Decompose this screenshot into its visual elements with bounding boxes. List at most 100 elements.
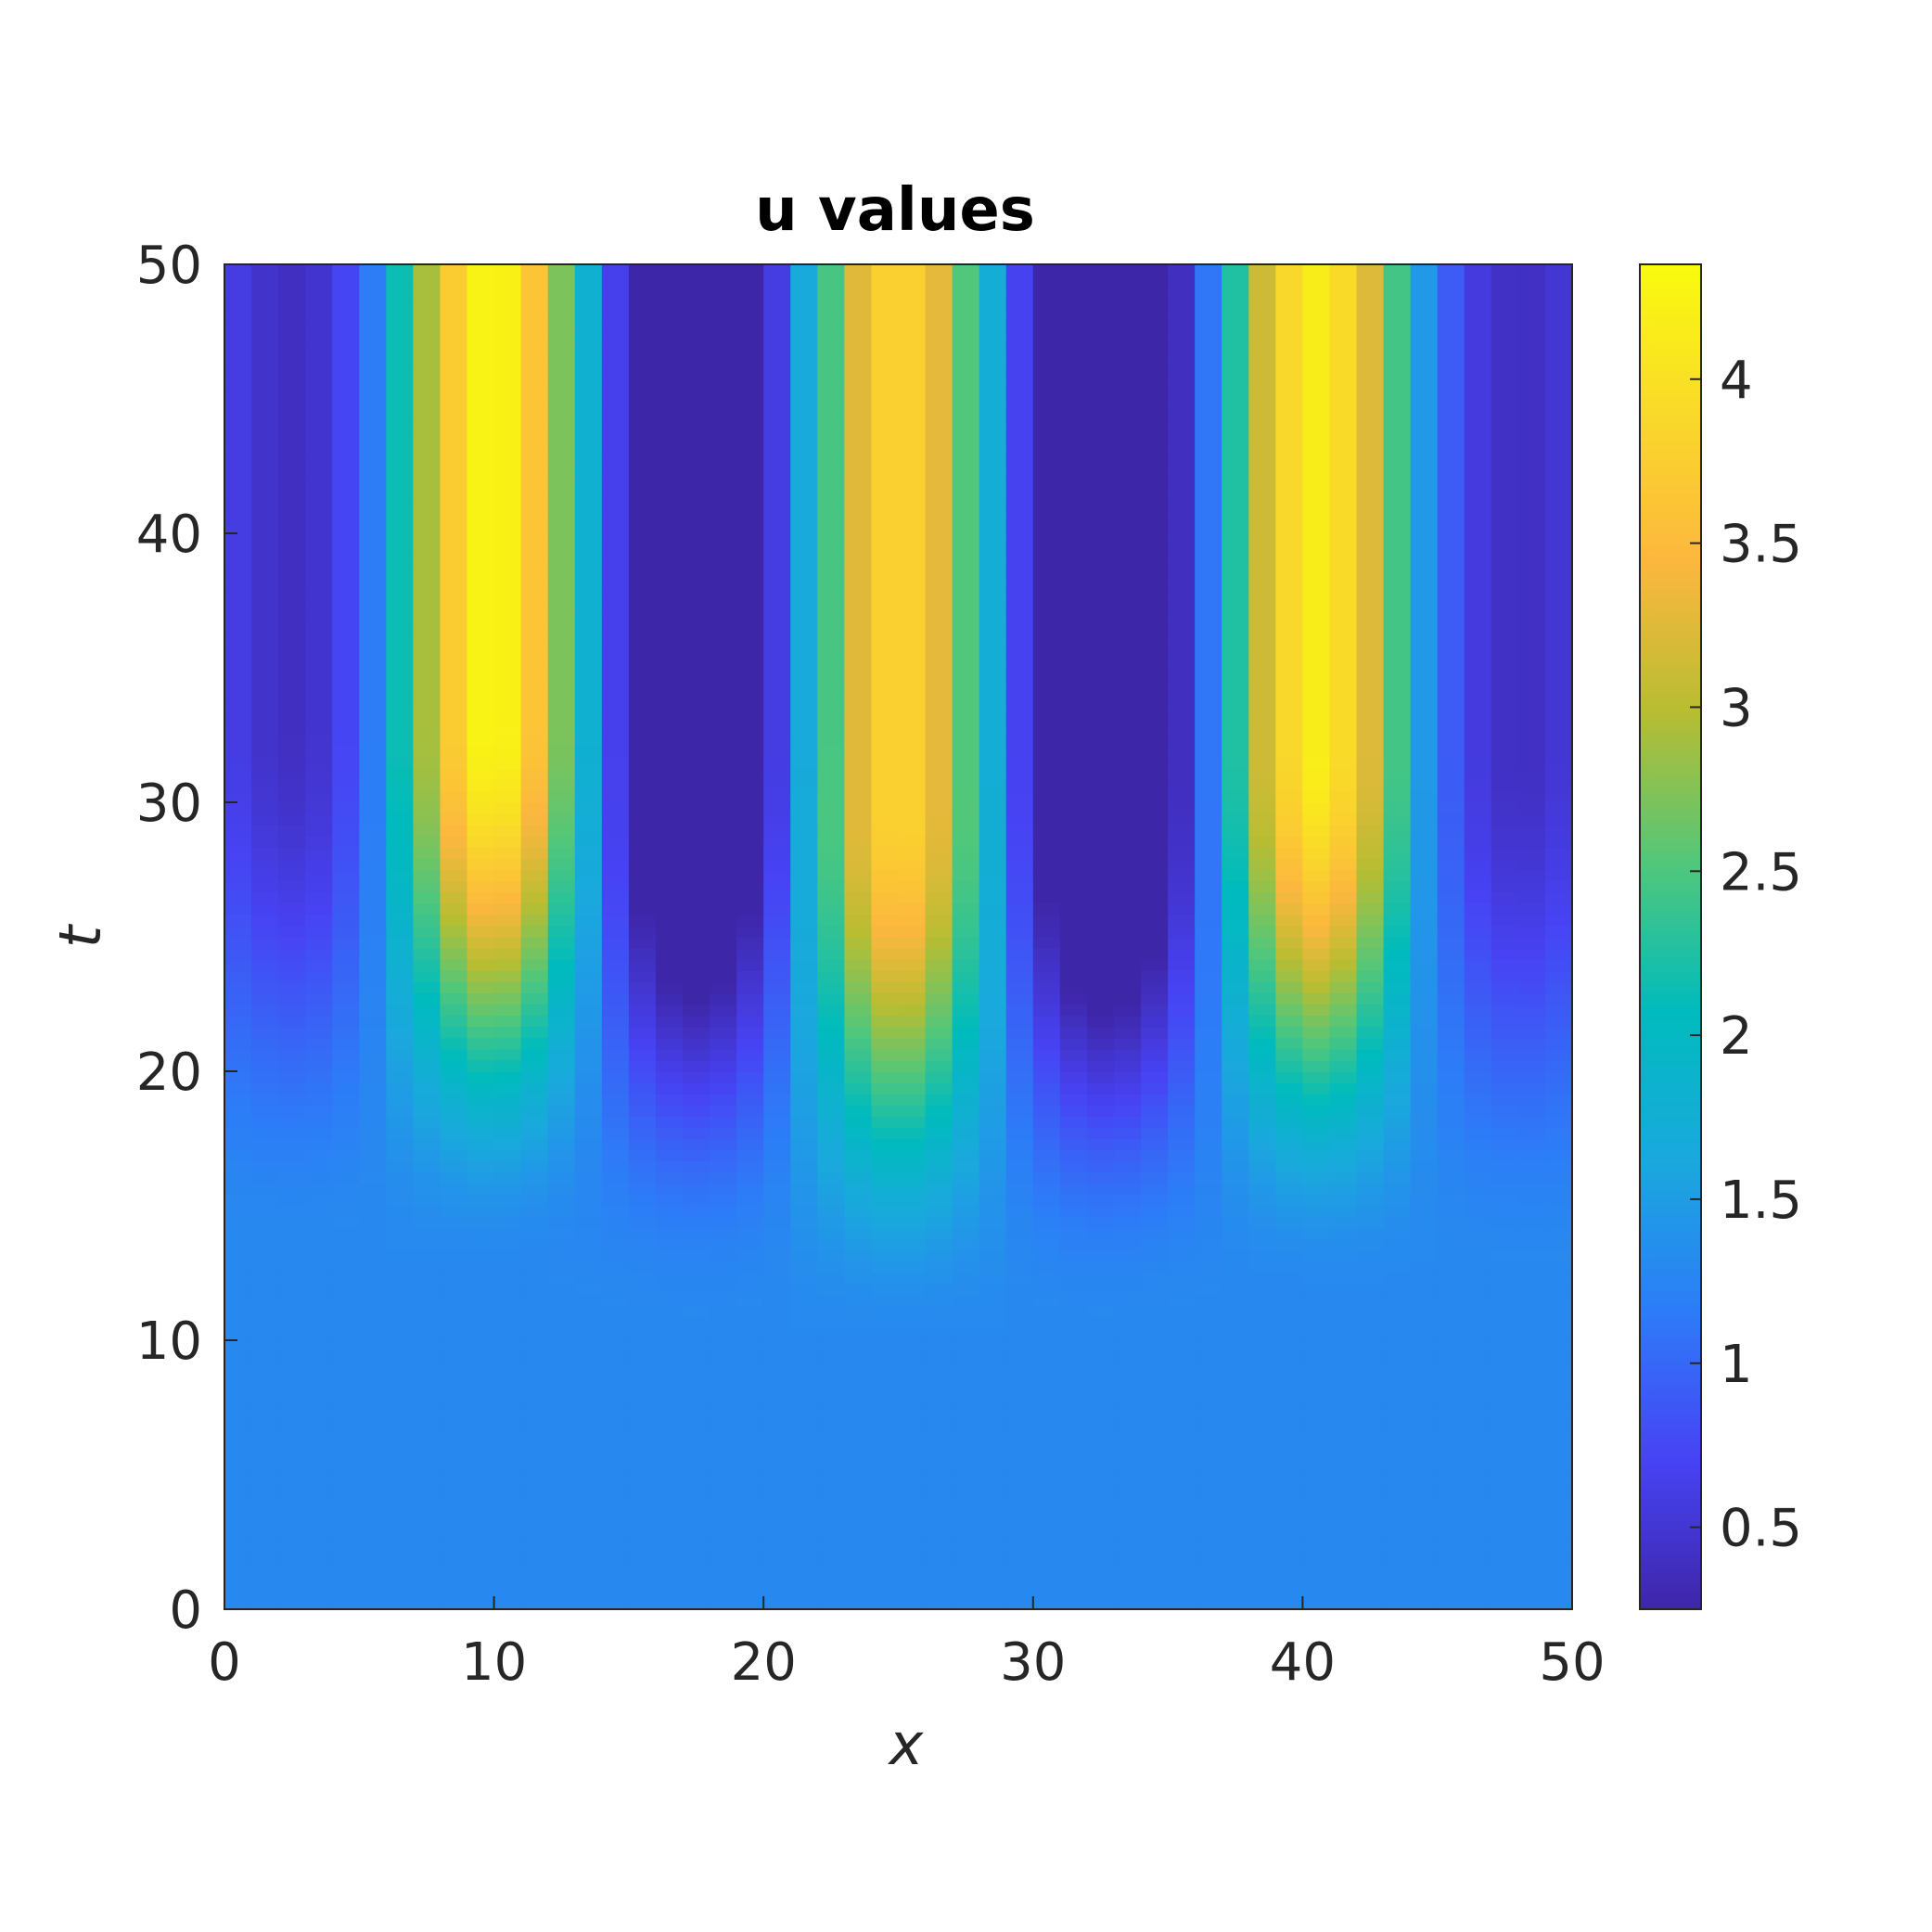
heatmap-cell: [386, 533, 415, 545]
heatmap-cell: [224, 421, 252, 433]
heatmap-cell: [1168, 1374, 1196, 1386]
heatmap-cell: [547, 1328, 576, 1341]
heatmap-cell: [844, 443, 873, 456]
heatmap-cell: [251, 1094, 279, 1106]
heatmap-cell: [574, 1340, 603, 1352]
heatmap-cell: [332, 1586, 360, 1599]
heatmap-cell: [628, 1530, 657, 1543]
heatmap-cell: [871, 1004, 900, 1017]
heatmap-cell: [1141, 1082, 1169, 1094]
heatmap-cell: [1222, 970, 1249, 982]
heatmap-cell: [493, 589, 522, 602]
heatmap-cell: [1032, 1127, 1061, 1140]
heatmap-cell: [1329, 1250, 1358, 1263]
heatmap-cell: [844, 992, 873, 1005]
heatmap-cell: [305, 959, 333, 971]
heatmap-cell: [278, 544, 306, 557]
heatmap-cell: [925, 1160, 953, 1173]
heatmap-cell: [1302, 880, 1331, 893]
heatmap-cell: [1302, 544, 1331, 557]
heatmap-cell: [493, 1194, 522, 1207]
heatmap-cell: [683, 1396, 710, 1409]
heatmap-cell: [683, 287, 710, 299]
heatmap-cell: [763, 567, 791, 579]
heatmap-cell: [898, 1486, 927, 1498]
heatmap-cell: [224, 1004, 252, 1017]
heatmap-cell: [628, 1228, 657, 1240]
heatmap-cell: [251, 353, 279, 366]
heatmap-cell: [628, 1206, 657, 1218]
heatmap-cell: [1329, 1295, 1358, 1308]
heatmap-cell: [1302, 1374, 1331, 1386]
heatmap-cell: [574, 477, 603, 490]
heatmap-cell: [1302, 387, 1331, 400]
heatmap-cell: [844, 1317, 873, 1330]
heatmap-cell: [925, 1228, 953, 1240]
heatmap-cell: [224, 432, 252, 444]
heatmap-cell: [790, 410, 818, 422]
heatmap-cell: [440, 466, 468, 479]
heatmap-cell: [979, 1429, 1007, 1442]
heatmap-cell: [574, 645, 603, 658]
heatmap-cell: [763, 287, 791, 299]
heatmap-cell: [952, 701, 980, 713]
heatmap-cell: [736, 1037, 764, 1050]
heatmap-cell: [710, 1228, 737, 1240]
heatmap-cell: [710, 902, 737, 915]
heatmap-cell: [1302, 836, 1331, 848]
heatmap-cell: [601, 544, 630, 557]
heatmap-cell: [952, 1429, 980, 1442]
heatmap-cell: [925, 1138, 953, 1151]
heatmap-cell: [278, 1048, 306, 1061]
heatmap-cell: [1141, 1328, 1169, 1341]
heatmap-cell: [332, 712, 360, 725]
heatmap-cell: [925, 466, 953, 479]
heatmap-cell: [1275, 309, 1303, 322]
heatmap-cell: [520, 1194, 549, 1207]
heatmap-cell: [251, 432, 279, 444]
heatmap-cell: [1195, 712, 1222, 725]
heatmap-cell: [790, 1037, 818, 1050]
heatmap-cell: [332, 746, 360, 759]
heatmap-cell: [817, 1284, 845, 1297]
heatmap-cell: [655, 1015, 684, 1028]
heatmap-cell: [1141, 589, 1169, 602]
heatmap-cell: [655, 1138, 684, 1151]
heatmap-cell: [1032, 1328, 1061, 1341]
heatmap-cell: [224, 779, 252, 792]
heatmap-cell: [871, 477, 900, 490]
heatmap-cell: [1302, 488, 1331, 501]
heatmap-cell: [1248, 1239, 1276, 1251]
heatmap-cell: [628, 656, 657, 669]
heatmap-cell: [710, 813, 737, 825]
heatmap-cell: [1086, 1037, 1115, 1050]
heatmap-cell: [736, 869, 764, 882]
heatmap-cell: [1275, 1194, 1303, 1207]
heatmap-cell: [1168, 902, 1196, 915]
heatmap-cell: [440, 1284, 468, 1297]
heatmap-cell: [655, 1407, 684, 1420]
heatmap-cell: [278, 556, 306, 568]
heatmap-cell: [386, 1094, 415, 1106]
heatmap-cell: [305, 825, 333, 837]
heatmap-cell: [871, 410, 900, 422]
heatmap-cell: [1302, 1440, 1331, 1453]
heatmap-cell: [332, 1059, 360, 1072]
heatmap-cell: [817, 600, 845, 613]
heatmap-cell: [386, 287, 415, 299]
heatmap-cell: [386, 645, 415, 658]
heatmap-cell: [1275, 656, 1303, 669]
heatmap-cell: [871, 264, 900, 276]
heatmap-cell: [1248, 1530, 1276, 1543]
heatmap-cell: [278, 1116, 306, 1129]
heatmap-cell: [413, 925, 441, 938]
heatmap-cell: [1059, 1026, 1088, 1039]
heatmap-cell: [1275, 1440, 1303, 1453]
heatmap-cell: [1005, 376, 1034, 389]
heatmap-cell: [1275, 410, 1303, 422]
heatmap-cell: [224, 825, 252, 837]
heatmap-cell: [547, 1452, 576, 1465]
heatmap-cell: [790, 1116, 818, 1129]
heatmap-cell: [655, 1071, 684, 1083]
heatmap-cell: [386, 1440, 415, 1453]
